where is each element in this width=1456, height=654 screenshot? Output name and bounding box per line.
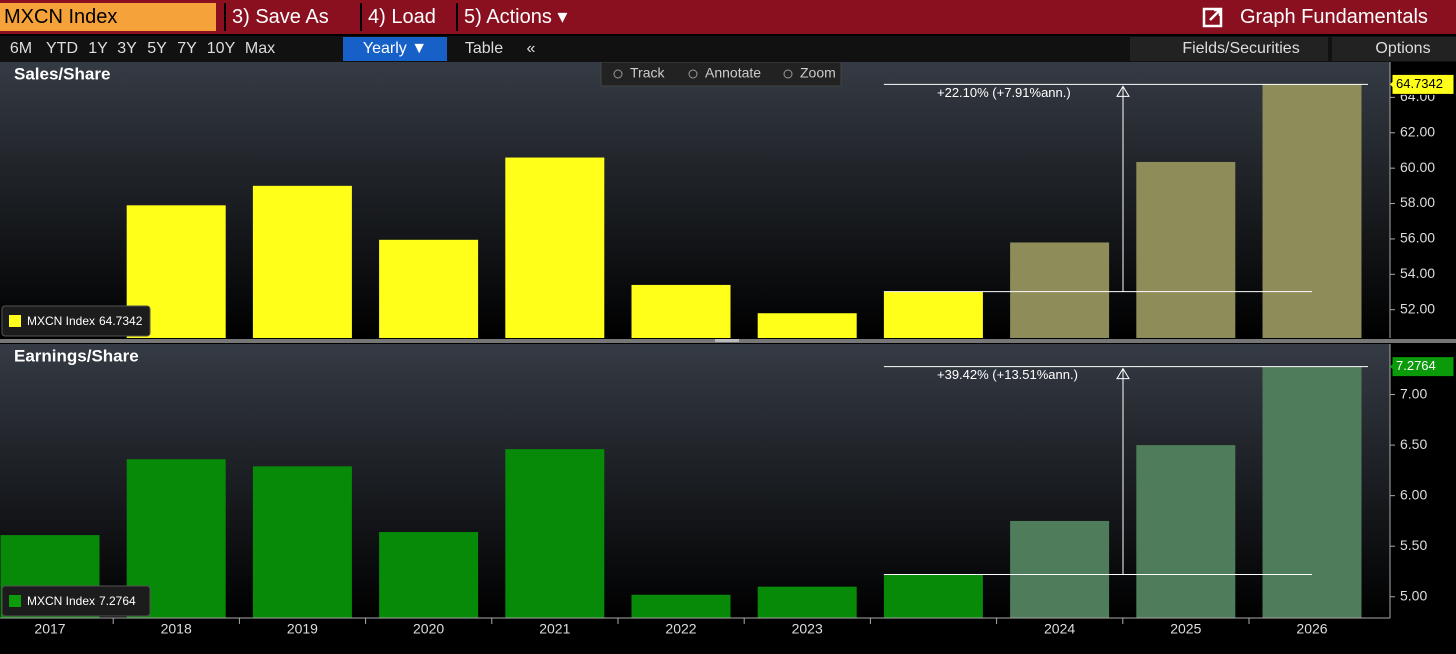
chart-title: Sales/Share — [14, 64, 110, 83]
y-tick-label: 62.00 — [1400, 123, 1435, 139]
badge-pointer — [1390, 79, 1395, 90]
chart-area: Sales/Share 52.00 54.00 56.00 58.00 60.00 62.0… — [0, 62, 1456, 654]
range-button[interactable]: 3Y — [117, 40, 137, 57]
y-tick-label: 5.50 — [1400, 537, 1427, 553]
legend-swatch — [9, 595, 21, 607]
x-tick-label: 2023 — [792, 621, 823, 637]
range-button[interactable]: 5Y — [147, 40, 167, 57]
x-tick-label: 2022 — [665, 621, 696, 637]
bar — [1136, 161, 1236, 338]
range-button[interactable]: 1Y — [88, 40, 108, 57]
axis-background — [1390, 62, 1456, 338]
legend-value: 64.7342 — [99, 314, 143, 328]
tool-icon — [613, 69, 623, 79]
tool-button[interactable]: Annotate — [705, 65, 761, 81]
bar — [631, 594, 731, 618]
menu-item[interactable]: 3) Save As — [224, 3, 350, 31]
bar — [1262, 84, 1362, 338]
top-bar — [0, 0, 1456, 34]
badge-pointer — [1390, 361, 1395, 372]
x-tick-label: 2021 — [539, 621, 570, 637]
security-field[interactable]: MXCN Index — [0, 3, 216, 31]
y-tick-label: 52.00 — [1400, 300, 1435, 316]
range-button[interactable]: Max — [244, 40, 276, 57]
chart-title: Earnings/Share — [14, 346, 139, 365]
menu-item[interactable]: 5) Actions ▾ — [456, 3, 600, 31]
chart-toolbar: Track Annotate Zoom — [600, 62, 842, 87]
launch-icon — [1202, 7, 1223, 28]
last-value: 7.2764 — [1396, 358, 1436, 373]
range-button[interactable]: 10Y — [206, 40, 236, 57]
tool-button[interactable]: Track — [630, 65, 665, 81]
bar — [379, 239, 479, 338]
bar — [883, 291, 983, 338]
bars — [126, 84, 1362, 338]
range-button[interactable]: YTD — [46, 40, 78, 57]
axis-background — [1390, 344, 1456, 618]
legend-box — [1, 585, 151, 617]
range-button[interactable]: 7Y — [177, 40, 197, 57]
tool-button[interactable]: Zoom — [800, 65, 836, 81]
y-tick-label: 7.00 — [1400, 385, 1427, 401]
legend-name: MXCN Index — [27, 594, 95, 608]
annotation-text: +22.10% (+7.91%ann.) — [937, 85, 1071, 100]
fields-button[interactable]: Fields/Securities — [1130, 37, 1328, 61]
annotation-text: +39.42% (+13.51%ann.) — [937, 367, 1078, 382]
options-button[interactable]: Options — [1332, 37, 1456, 61]
legend-swatch — [9, 315, 21, 327]
y-tick-label: 5.00 — [1400, 587, 1427, 603]
divider-handle — [715, 339, 739, 342]
y-tick-label: 60.00 — [1400, 159, 1435, 175]
x-tick-label: 2018 — [161, 621, 192, 637]
x-tick-label: 2025 — [1170, 621, 1201, 637]
arrow-head — [1116, 367, 1130, 380]
last-value: 64.7342 — [1396, 76, 1443, 91]
table-button[interactable]: Table — [464, 40, 504, 57]
legend-value: 7.2764 — [99, 594, 136, 608]
x-tick-label: 2019 — [287, 621, 318, 637]
bar — [1010, 242, 1110, 338]
bar — [883, 574, 983, 618]
bar — [252, 466, 352, 618]
function-name[interactable]: Graph Fundamentals — [1240, 6, 1428, 28]
x-tick-label: 2026 — [1296, 621, 1327, 637]
y-tick-label: 6.00 — [1400, 486, 1427, 502]
bar — [1262, 366, 1362, 618]
y-tick-label: 58.00 — [1400, 194, 1435, 210]
bar — [1136, 445, 1236, 618]
bar — [631, 284, 731, 338]
bar — [505, 157, 605, 338]
y-tick-label: 54.00 — [1400, 265, 1435, 281]
bar — [505, 449, 605, 618]
x-axis-background — [0, 618, 1456, 654]
bar — [757, 586, 857, 618]
legend-box — [1, 305, 151, 337]
bar — [252, 185, 352, 338]
y-tick-label: 6.50 — [1400, 436, 1427, 452]
toolbar-background — [600, 62, 842, 87]
range-button[interactable]: 6M — [9, 40, 33, 57]
menu-item[interactable]: 4) Load — [360, 3, 454, 31]
bar — [1010, 520, 1110, 618]
x-tick-label: 2024 — [1044, 621, 1075, 637]
collapse-button[interactable]: « — [526, 40, 536, 57]
arrow-head — [1116, 85, 1130, 97]
x-tick-label: 2020 — [413, 621, 444, 637]
legend-name: MXCN Index — [27, 314, 95, 328]
tool-icon — [688, 69, 698, 79]
period-button[interactable]: Yearly ▼ — [343, 37, 447, 61]
bar — [379, 532, 479, 618]
y-tick-label: 56.00 — [1400, 230, 1435, 246]
bar — [757, 313, 857, 338]
x-tick-label: 2017 — [34, 621, 65, 637]
tool-icon — [783, 69, 793, 79]
